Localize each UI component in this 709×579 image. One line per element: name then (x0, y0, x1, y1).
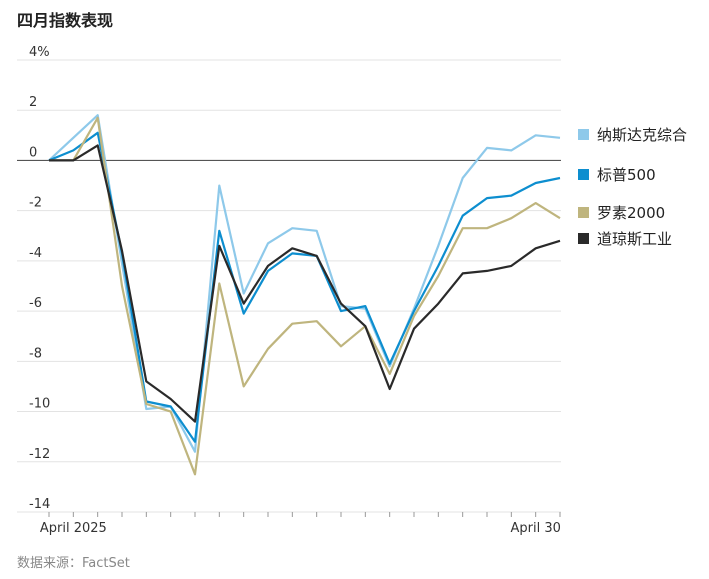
series-line-4 (49, 144, 561, 423)
y-tick-label: 2 (29, 95, 37, 110)
series-line-2 (48, 131, 561, 443)
y-tick-label: -6 (29, 296, 42, 311)
y-tick-label: -2 (29, 196, 42, 211)
y-tick-label: -12 (29, 447, 50, 462)
x-tick-label-start: April 2025 (40, 521, 107, 536)
x-tick-label-end: April 30 (510, 521, 560, 536)
chart-title: 四月指数表现 (17, 11, 114, 30)
y-tick-label: 0 (29, 145, 37, 160)
legend-swatch-2 (578, 169, 589, 180)
y-tick-label: -4 (29, 246, 42, 261)
y-tick-label: -10 (29, 397, 50, 412)
legend-label-3: 罗素2000 (597, 204, 665, 222)
y-tick-label: -8 (29, 346, 42, 361)
y-tick-label: 4% (29, 45, 50, 60)
legend-swatch-3 (578, 207, 589, 218)
legend-label-4: 道琼斯工业 (597, 230, 672, 248)
legend-swatch-1 (578, 129, 589, 140)
y-tick-label: -14 (29, 497, 50, 512)
legend-label-1: 纳斯达克综合 (597, 126, 687, 144)
legend-label-2: 标普500 (597, 166, 656, 184)
chart-source: 数据来源：FactSet (17, 556, 130, 571)
series-line-3 (49, 116, 561, 476)
legend-swatch-4 (578, 233, 589, 244)
series-line-1 (48, 114, 561, 453)
